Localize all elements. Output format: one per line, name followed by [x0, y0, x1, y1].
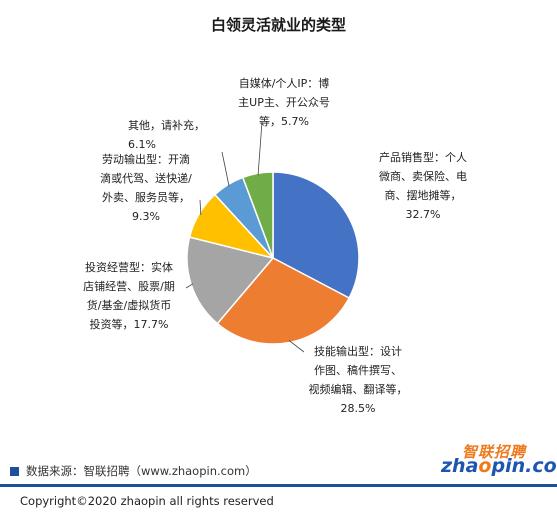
slice-investment	[186, 236, 275, 325]
slice-label-labor-output: 劳动输出型：开滴 滴或代驾、送快递/ 外卖、服务员等， 9.3%	[86, 150, 206, 226]
slice-label-product-sales: 产品销售型：个人 微商、卖保险、电 商、摆地摊等， 32.7%	[368, 148, 478, 224]
leader-line	[257, 121, 263, 176]
footer-divider	[0, 484, 557, 487]
slice-label-text: 投资经营型：实体 店铺经营、股票/期 货/基金/虚拟货币 投资等，	[83, 261, 175, 331]
zhaopin-logo-cn: 智联招聘	[462, 443, 527, 461]
slice-label-text: 劳动输出型：开滴 滴或代驾、送快递/ 外卖、服务员等，	[100, 153, 192, 204]
leader-line	[199, 199, 202, 216]
slice-label-pct: 9.3%	[132, 210, 160, 223]
leader-line	[288, 340, 305, 353]
logo-en-b: pin.com	[491, 455, 557, 477]
zhaopin-logo-en: zhaopin.com	[441, 455, 557, 477]
slice-label-investment: 投资经营型：实体 店铺经营、股票/期 货/基金/虚拟货币 投资等，17.7%	[66, 258, 192, 334]
slice-label-skill-output: 技能输出型：设计 作图、稿件撰写、 视频编辑、翻译等， 28.5%	[296, 342, 420, 418]
slice-label-text: 技能输出型：设计 作图、稿件撰写、 视频编辑、翻译等，	[308, 345, 408, 396]
slice-label-text: 自媒体/个人IP：博 主UP主、开公众号 等，	[238, 77, 330, 128]
pie-chart	[185, 121, 360, 353]
slice-product-sales	[272, 171, 360, 300]
slice-label-text: 产品销售型：个人 微商、卖保险、电 商、摆地摊等，	[379, 151, 467, 202]
slice-self-media	[241, 171, 274, 259]
source-marker-icon	[10, 467, 19, 476]
slice-label-pct: 32.7%	[405, 208, 441, 221]
slice-label-text: 其他，请补充，	[128, 119, 205, 132]
slice-label-other: 其他，请补充， 6.1%	[128, 116, 238, 154]
slice-skill-output	[216, 257, 351, 345]
chart-title: 白领灵活就业的类型	[210, 16, 346, 34]
slice-label-pct: 5.7%	[281, 115, 309, 128]
slice-label-pct: 17.7%	[133, 318, 169, 331]
copyright: Copyright©2020 zhaopin all rights reserv…	[20, 494, 274, 508]
data-source: 数据来源：智联招聘（www.zhaopin.com）	[26, 464, 257, 478]
leader-line	[185, 283, 194, 289]
slice-label-self-media: 自媒体/个人IP：博 主UP主、开公众号 等，5.7%	[222, 74, 346, 131]
leader-line	[221, 151, 230, 187]
slice-label-pct: 28.5%	[340, 402, 376, 415]
logo-en-o: o	[478, 455, 492, 477]
slice-label-pct: 6.1%	[128, 138, 156, 151]
logo-en-a: zha	[441, 455, 479, 477]
